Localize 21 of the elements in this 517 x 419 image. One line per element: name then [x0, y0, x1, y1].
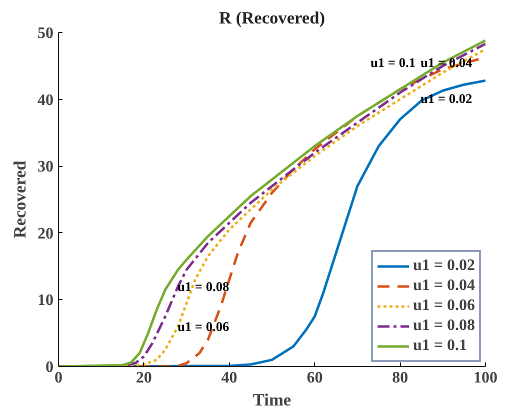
- y-tick-label: 20: [38, 225, 54, 242]
- annotation: u1 = 0.06: [178, 319, 230, 334]
- y-tick-label: 30: [38, 158, 54, 176]
- y-tick-label: 10: [38, 292, 54, 310]
- annotation: u1 = 0.1: [370, 55, 416, 70]
- y-axis-title: Recovered: [10, 160, 30, 238]
- legend-label: u1 = 0.08: [412, 317, 475, 335]
- x-tick-label: 80: [392, 370, 408, 386]
- x-tick-label: 40: [221, 370, 238, 386]
- legend-label: u1 = 0.04: [412, 277, 475, 295]
- legend-label: u1 = 0.06: [412, 297, 475, 315]
- x-axis-title: Time: [252, 390, 292, 410]
- y-tick-label: 0: [46, 359, 54, 376]
- chart-title: R (Recovered): [218, 8, 326, 28]
- x-tick-label: 20: [136, 370, 152, 386]
- legend-label: u1 = 0.1: [412, 337, 467, 355]
- y-tick-label: 50: [38, 25, 54, 42]
- y-tick-label: 40: [38, 92, 54, 109]
- x-tick-label: 100: [474, 370, 498, 386]
- legend-label: u1 = 0.02: [412, 257, 475, 275]
- x-tick-label: 60: [306, 370, 323, 386]
